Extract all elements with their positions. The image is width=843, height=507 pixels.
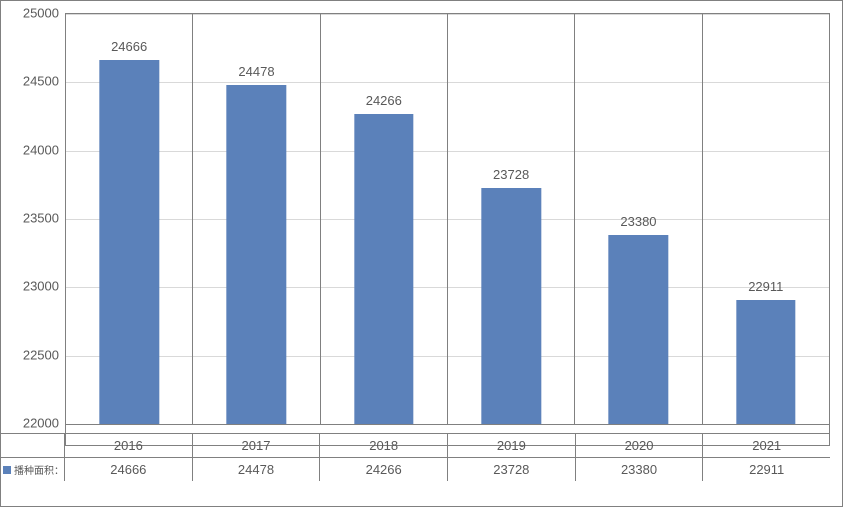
bar-value-label: 24666 bbox=[111, 39, 147, 54]
x-category-cell: 2016 bbox=[65, 433, 193, 457]
data-table-cell: 23380 bbox=[576, 457, 704, 481]
x-axis-categories: 201620172018201920202021 bbox=[65, 433, 830, 457]
bar-value-label: 23728 bbox=[493, 167, 529, 182]
data-table-cell: 22911 bbox=[703, 457, 830, 481]
x-category-cell: 2019 bbox=[448, 433, 576, 457]
x-category-cell: 2021 bbox=[703, 433, 830, 457]
bar-cell: 22911 bbox=[703, 14, 829, 424]
y-axis: 22000225002300023500240002450025000 bbox=[1, 13, 63, 446]
y-tick-label: 23500 bbox=[1, 211, 59, 226]
bar: 24666 bbox=[99, 60, 158, 424]
y-tick-label: 25000 bbox=[1, 6, 59, 21]
x-category-cell: 2020 bbox=[576, 433, 704, 457]
x-category-cell: 2017 bbox=[193, 433, 321, 457]
plot-area: 24666 24478 24266 23728 23380 22911 bbox=[65, 13, 830, 446]
y-tick-label: 24000 bbox=[1, 142, 59, 157]
bar-chart: 22000 22500 23000 23500 24000 24500 25000 2466… bbox=[0, 0, 843, 507]
legend: 播种面积：千公顷 bbox=[1, 457, 65, 481]
bar-cell: 24666 bbox=[66, 14, 193, 424]
bar: 22911 bbox=[736, 300, 795, 425]
bar-value-label: 22911 bbox=[748, 279, 783, 294]
data-table-cell: 24478 bbox=[193, 457, 321, 481]
y-tick-label: 22000 bbox=[1, 416, 59, 431]
legend-spacer bbox=[1, 433, 65, 457]
bar: 23728 bbox=[481, 188, 540, 424]
data-table-cell: 24266 bbox=[320, 457, 448, 481]
legend-text: 播种面积：千公顷 bbox=[14, 462, 64, 477]
bar-cell: 23380 bbox=[575, 14, 702, 424]
x-category-cell: 2018 bbox=[320, 433, 448, 457]
bar-cell: 24478 bbox=[193, 14, 320, 424]
bars: 24666 24478 24266 23728 23380 22911 bbox=[66, 14, 829, 424]
y-tick-label: 23000 bbox=[1, 279, 59, 294]
bar-value-label: 24478 bbox=[238, 64, 274, 79]
bar: 23380 bbox=[609, 235, 668, 424]
gridline bbox=[66, 424, 829, 425]
y-tick-label: 22500 bbox=[1, 347, 59, 362]
bar: 24478 bbox=[227, 85, 286, 424]
data-table-cell: 24666 bbox=[65, 457, 193, 481]
data-table-cell: 23728 bbox=[448, 457, 576, 481]
y-tick-label: 24500 bbox=[1, 74, 59, 89]
legend-swatch bbox=[3, 466, 11, 474]
bar-cell: 24266 bbox=[321, 14, 448, 424]
bar-cell: 23728 bbox=[448, 14, 575, 424]
data-table-row: 246662447824266237282338022911 bbox=[65, 457, 830, 481]
bar: 24266 bbox=[354, 114, 413, 424]
bar-value-label: 24266 bbox=[366, 93, 402, 108]
bar-value-label: 23380 bbox=[620, 214, 656, 229]
